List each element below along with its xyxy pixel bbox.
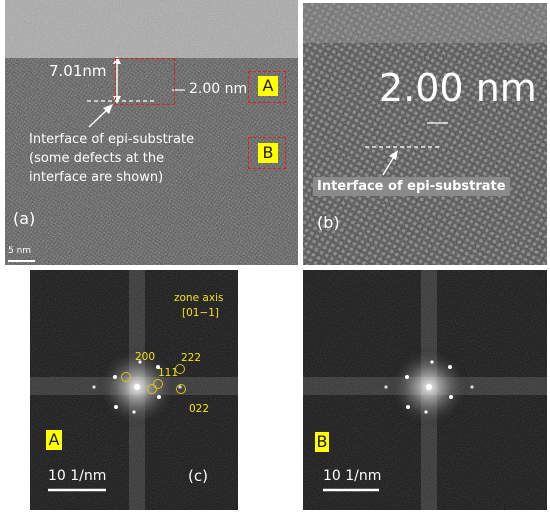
lattice-spacing-label: 2.00 nm bbox=[189, 81, 248, 97]
fft-a-spot-marker-222 bbox=[175, 364, 185, 374]
interface-pointer-arrow bbox=[88, 107, 110, 128]
fft-b-pattern bbox=[303, 270, 547, 510]
fft-a-spot-marker-022 bbox=[176, 384, 186, 394]
panel-a-letter: (a) bbox=[13, 209, 36, 228]
spot-222-label: 222 bbox=[181, 352, 202, 364]
interface-annotation-line1: Interface of epi-substrate bbox=[29, 132, 195, 147]
panel-c-fft-region-b: B 10 1/nm bbox=[303, 270, 547, 510]
fft-a-region-label: A bbox=[46, 430, 62, 450]
panel-a-scale-bar-label: 5 nm bbox=[8, 246, 32, 256]
interface-annotation-line2: (some defects at the bbox=[29, 151, 165, 166]
selection-box-zoom bbox=[115, 58, 175, 105]
fft-b-scale-bar-label: 10 1/nm bbox=[323, 468, 382, 484]
panel-b-lattice-label: 2.00 nm bbox=[379, 66, 537, 110]
fft-a-pattern bbox=[30, 270, 238, 510]
panel-b-interface-label: Interface of epi-substrate bbox=[313, 177, 510, 196]
fft-a-scale-bar-label: 10 1/nm bbox=[48, 468, 107, 484]
panel-a-tem-image: 7.01nm 2.00 nm A B Interface of epi-subs… bbox=[5, 0, 298, 265]
spot-200-label: 200 bbox=[135, 351, 156, 363]
interface-annotation-line3: interface are shown) bbox=[29, 170, 164, 185]
fft-a-spot-marker-200 bbox=[121, 372, 131, 382]
panel-a-texture bbox=[5, 0, 298, 265]
panel-b-pointer-arrow bbox=[382, 154, 396, 176]
spot-111-label: 111 bbox=[158, 367, 179, 379]
region-a-label: A bbox=[258, 76, 278, 96]
fft-a-central-spot bbox=[134, 384, 140, 390]
panel-b-tem-zoom: 2.00 nm Interface of epi-substrate (b) bbox=[303, 3, 547, 265]
panel-b-texture bbox=[303, 3, 547, 265]
fft-b-central-spot bbox=[426, 384, 432, 390]
spot-022-label: 022 bbox=[189, 403, 210, 415]
panel-c-fft-region-a: zone axis [01−1] 200 222 111 022 A 10 1/… bbox=[30, 270, 238, 510]
fft-b-region-label: B bbox=[315, 432, 329, 452]
zone-axis-index: [01−1] bbox=[182, 307, 220, 319]
selection-box-a bbox=[248, 71, 286, 103]
selection-box-b bbox=[248, 137, 286, 169]
fft-a-spot-marker-111 bbox=[153, 379, 163, 389]
panel-b-letter: (b) bbox=[317, 213, 340, 232]
zone-axis-label: zone axis bbox=[174, 292, 224, 304]
panel-c-letter: (c) bbox=[188, 467, 208, 485]
region-b-label: B bbox=[258, 143, 278, 163]
thickness-label: 7.01nm bbox=[49, 62, 107, 80]
